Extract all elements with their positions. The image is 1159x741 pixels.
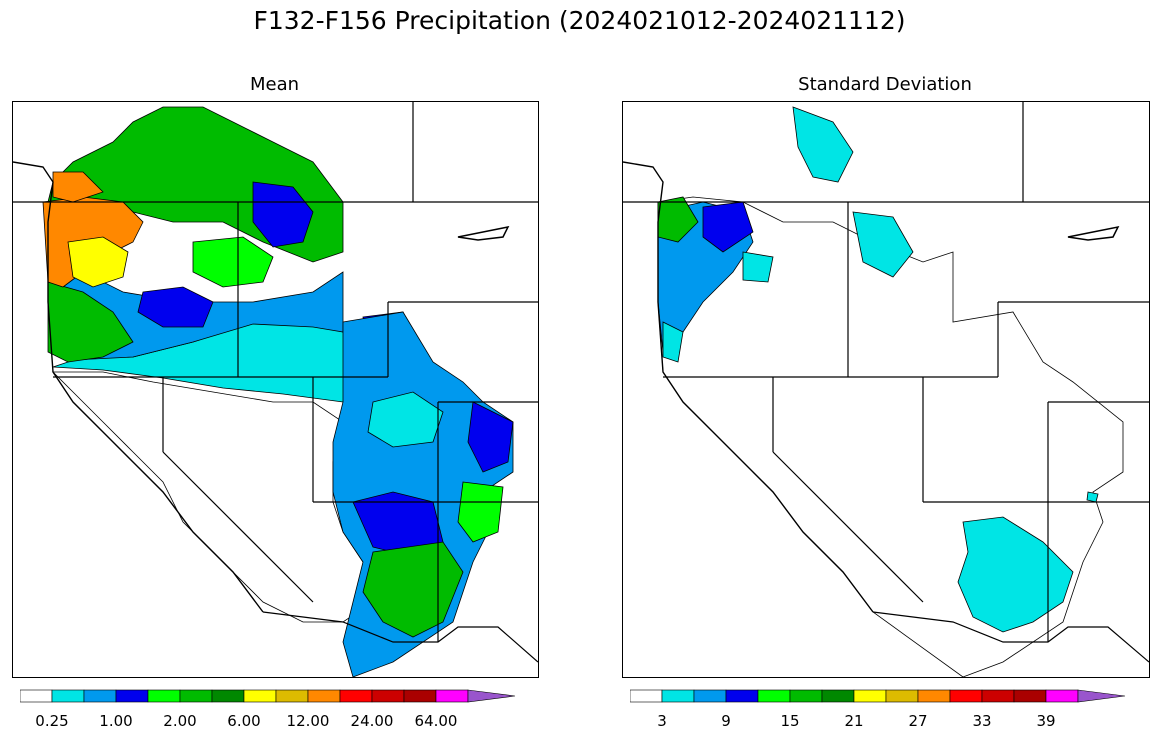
colorbar-segment	[917, 689, 951, 703]
colorbar-segment	[19, 689, 53, 703]
cyan-patch-arizona	[957, 516, 1074, 633]
mean-panel-title: Mean	[249, 74, 300, 95]
colorbar-tick-label: 21	[844, 712, 864, 730]
stddev-map	[622, 101, 1150, 678]
colorbar-tick-label: 39	[1036, 712, 1056, 730]
cyan-dot	[1086, 491, 1099, 503]
colorbar-tick-label: 1.00	[99, 712, 133, 730]
stddev-panel-title: Standard Deviation	[798, 74, 972, 95]
cyan-patch-utah	[367, 391, 444, 448]
colorbar-segment	[1077, 689, 1126, 703]
cyan-patch-2	[742, 251, 774, 283]
colorbar-segment	[307, 689, 341, 703]
colorbar-tick-label: 24.00	[350, 712, 394, 730]
colorbar-tick-label: 2.00	[163, 712, 197, 730]
dark-blue-coast	[702, 201, 754, 253]
mean-colorbar-svg	[19, 689, 516, 703]
colorbar-segment	[981, 689, 1015, 703]
colorbar-segment	[179, 689, 213, 703]
colorbar-tick-label: 9	[721, 712, 731, 730]
colorbar-segment	[725, 689, 759, 703]
colorbar-tick-label: 15	[780, 712, 800, 730]
colorbar-tick-label: 12.00	[286, 712, 330, 730]
state-boundaries	[13, 102, 538, 663]
colorbar-segment	[885, 689, 919, 703]
bright-green-patch	[192, 236, 274, 288]
cyan-patch-idaho	[852, 211, 914, 278]
dark-blue-patch-2	[137, 286, 214, 328]
mean-map-svg	[13, 102, 538, 677]
lake-outline	[457, 225, 510, 241]
coastline	[13, 161, 264, 613]
colorbar-segment	[693, 689, 727, 703]
colorbar-segment	[1045, 689, 1079, 703]
state-boundaries-sd	[623, 102, 1149, 663]
stddev-colorbar-svg	[629, 689, 1126, 703]
lake-outline-sd	[1067, 225, 1120, 241]
colorbar-tick-label: 27	[908, 712, 928, 730]
colorbar-segment	[339, 689, 373, 703]
colorbar-tick-label: 0.25	[35, 712, 69, 730]
colorbar-segment	[115, 689, 149, 703]
colorbar-segment	[83, 689, 117, 703]
colorbar-segment	[661, 689, 695, 703]
colorbar-segment	[147, 689, 181, 703]
yellow-patch	[67, 236, 129, 288]
figure-title: F132-F156 Precipitation (2024021012-2024…	[253, 6, 906, 35]
colorbar-segment	[757, 689, 791, 703]
coastline-sd	[623, 161, 874, 613]
colorbar-segment	[211, 689, 245, 703]
mean-map	[12, 101, 539, 678]
dark-blue-patch-5	[467, 401, 514, 473]
colorbar-tick-label: 3	[657, 712, 667, 730]
orange-patch-olympic	[52, 171, 104, 203]
colorbar-segment	[51, 689, 85, 703]
colorbar-segment	[371, 689, 405, 703]
cyan-patch-bc	[792, 106, 854, 183]
bright-green-patch-2	[457, 481, 504, 543]
colorbar-segment	[789, 689, 823, 703]
cyan-coast-south	[662, 321, 684, 363]
colorbar-tick-label: 64.00	[414, 712, 458, 730]
stddev-map-svg	[623, 102, 1149, 677]
colorbar-segment	[275, 689, 309, 703]
colorbar-tick-label: 6.00	[227, 712, 261, 730]
colorbar-segment	[629, 689, 663, 703]
stddev-colorbar	[629, 688, 1145, 708]
mean-colorbar	[19, 688, 535, 708]
colorbar-tick-label: 33	[972, 712, 992, 730]
colorbar-segment	[821, 689, 855, 703]
colorbar-segment	[467, 689, 516, 703]
colorbar-segment	[435, 689, 469, 703]
colorbar-segment	[853, 689, 887, 703]
colorbar-segment	[949, 689, 983, 703]
dark-blue-patch-1	[252, 181, 314, 248]
colorbar-segment	[403, 689, 437, 703]
colorbar-segment	[243, 689, 277, 703]
colorbar-segment	[1013, 689, 1047, 703]
